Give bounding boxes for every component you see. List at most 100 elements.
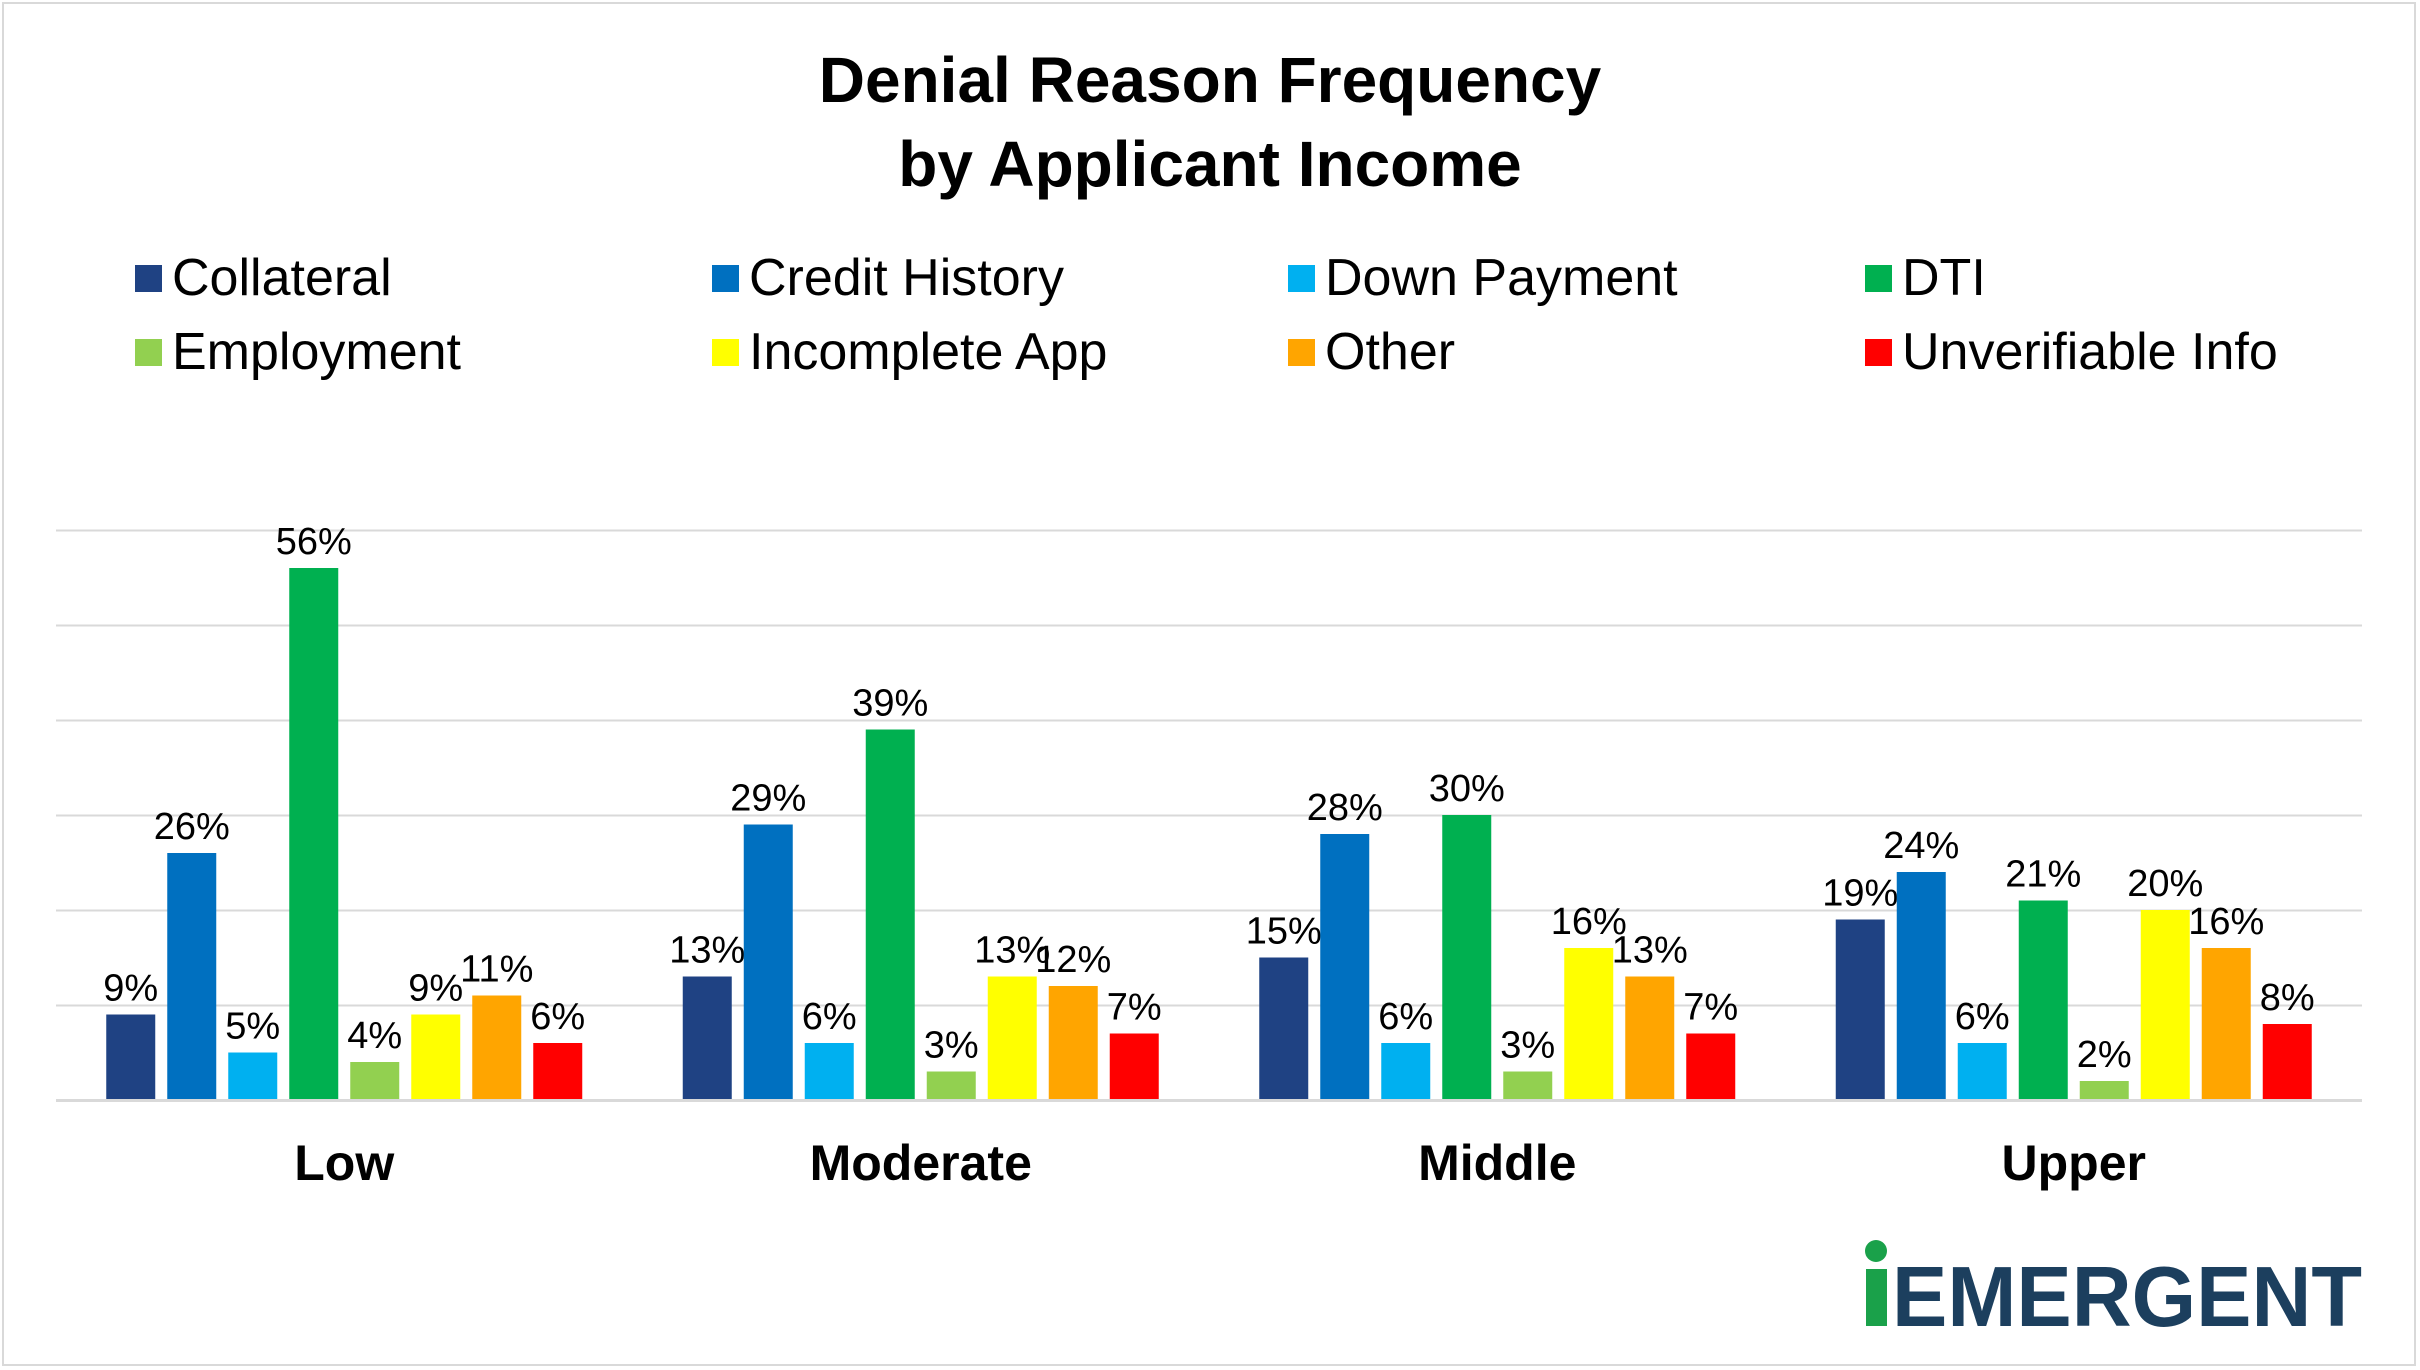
data-label: 6% bbox=[1955, 996, 2010, 1038]
bar-middle-collateral bbox=[1259, 957, 1309, 1100]
data-label: 7% bbox=[1107, 987, 1162, 1029]
data-label: 13% bbox=[974, 930, 1050, 972]
data-label: 7% bbox=[1683, 987, 1738, 1029]
bar-moderate-other bbox=[1048, 986, 1098, 1100]
bar-moderate-incomplete-app bbox=[987, 976, 1037, 1100]
legend-item-incomplete-app: Incomplete App bbox=[712, 322, 1107, 382]
bar-upper-employment bbox=[2079, 1081, 2129, 1100]
bar-middle-down-payment bbox=[1381, 1043, 1431, 1100]
data-label: 5% bbox=[225, 1006, 280, 1048]
legend-label: Unverifiable Info bbox=[1902, 323, 2278, 381]
legend-label: Credit History bbox=[749, 249, 1064, 307]
data-label: 6% bbox=[530, 996, 585, 1038]
bar-moderate-credit-history bbox=[743, 824, 793, 1100]
logo-wordmark: EMERGENT bbox=[1892, 1250, 2362, 1338]
logo-stem bbox=[1866, 1269, 1887, 1326]
data-label: 4% bbox=[347, 1015, 402, 1057]
bar-upper-other bbox=[2201, 948, 2251, 1100]
legend-swatch bbox=[135, 338, 162, 366]
data-label: 11% bbox=[460, 949, 533, 991]
data-label: 16% bbox=[1551, 901, 1627, 943]
bar-middle-other bbox=[1625, 976, 1675, 1100]
bar-moderate-collateral bbox=[682, 976, 732, 1100]
data-label: 13% bbox=[1612, 930, 1688, 972]
bar-upper-unverifiable-info bbox=[2262, 1024, 2312, 1100]
legend-item-collateral: Collateral bbox=[135, 248, 392, 308]
data-label: 21% bbox=[2005, 854, 2081, 896]
legend-swatch bbox=[135, 264, 162, 292]
data-label: 16% bbox=[2188, 901, 2264, 943]
legend-swatch bbox=[712, 338, 739, 366]
category-label-low: Low bbox=[294, 1135, 394, 1191]
data-label: 6% bbox=[802, 996, 857, 1038]
legend-label: Other bbox=[1325, 323, 1456, 381]
logo-dot bbox=[1865, 1240, 1887, 1262]
legend-item-down-payment: Down Payment bbox=[1288, 248, 1678, 308]
category-label-moderate: Moderate bbox=[810, 1135, 1032, 1191]
data-label: 24% bbox=[1883, 825, 1959, 867]
legend-item-unverifiable-info: Unverifiable Info bbox=[1865, 322, 2278, 382]
data-label: 39% bbox=[852, 683, 928, 725]
legend-label: Down Payment bbox=[1325, 249, 1678, 307]
bar-upper-collateral bbox=[1835, 919, 1885, 1100]
data-label: 9% bbox=[408, 968, 463, 1010]
bar-moderate-down-payment bbox=[804, 1043, 854, 1100]
legend-item-other: Other bbox=[1288, 322, 1455, 382]
legend-swatch bbox=[1288, 338, 1315, 366]
bar-low-dti bbox=[289, 568, 339, 1100]
category-label-upper: Upper bbox=[2002, 1135, 2146, 1191]
bar-middle-unverifiable-info bbox=[1686, 1033, 1736, 1100]
bar-low-other bbox=[472, 995, 522, 1100]
legend-swatch bbox=[1865, 338, 1892, 366]
legend-swatch bbox=[712, 264, 739, 292]
legend-swatch bbox=[1288, 264, 1315, 292]
category-label-middle: Middle bbox=[1418, 1135, 1576, 1191]
bar-moderate-unverifiable-info bbox=[1109, 1033, 1159, 1100]
bar-moderate-employment bbox=[926, 1071, 976, 1100]
legend-swatch bbox=[1865, 264, 1892, 292]
data-label: 28% bbox=[1307, 787, 1383, 829]
chart-title-line-1: Denial Reason Frequency bbox=[818, 44, 1602, 116]
data-label: 3% bbox=[924, 1025, 979, 1067]
bar-middle-credit-history bbox=[1320, 834, 1370, 1100]
bar-upper-credit-history bbox=[1896, 872, 1946, 1100]
legend-label: Collateral bbox=[172, 249, 392, 307]
bar-low-collateral bbox=[106, 1014, 156, 1100]
bar-upper-down-payment bbox=[1957, 1043, 2007, 1100]
bar-upper-incomplete-app bbox=[2140, 910, 2190, 1100]
data-label: 8% bbox=[2260, 977, 2315, 1019]
legend-label: Incomplete App bbox=[749, 323, 1108, 381]
legend-item-employment: Employment bbox=[135, 322, 461, 382]
bar-middle-employment bbox=[1503, 1071, 1553, 1100]
bar-low-incomplete-app bbox=[411, 1014, 461, 1100]
legend-item-dti: DTI bbox=[1865, 248, 1986, 308]
data-label: 20% bbox=[2127, 863, 2203, 905]
data-label: 2% bbox=[2077, 1034, 2132, 1076]
bar-upper-dti bbox=[2018, 900, 2068, 1100]
data-label: 56% bbox=[276, 521, 352, 563]
data-label: 9% bbox=[103, 968, 158, 1010]
bar-low-employment bbox=[350, 1062, 400, 1100]
bar-middle-dti bbox=[1442, 815, 1492, 1100]
data-label: 19% bbox=[1822, 873, 1898, 915]
data-label: 29% bbox=[730, 778, 806, 820]
chart-title: Denial Reason Frequency by Applicant Inc… bbox=[0, 38, 2420, 206]
bar-low-unverifiable-info bbox=[533, 1043, 583, 1100]
data-label: 6% bbox=[1378, 996, 1433, 1038]
bar-moderate-dti bbox=[865, 729, 915, 1100]
data-label: 13% bbox=[669, 930, 745, 972]
data-label: 15% bbox=[1246, 911, 1322, 953]
chart-title-line-2: by Applicant Income bbox=[898, 128, 1522, 200]
data-label: 3% bbox=[1500, 1025, 1555, 1067]
bar-middle-incomplete-app bbox=[1564, 948, 1614, 1100]
data-label: 26% bbox=[154, 806, 230, 848]
legend-label: DTI bbox=[1902, 249, 1986, 307]
bar-low-credit-history bbox=[167, 853, 217, 1100]
legend-label: Employment bbox=[172, 323, 461, 381]
legend-item-credit-history: Credit History bbox=[712, 248, 1064, 308]
bar-low-down-payment bbox=[228, 1052, 278, 1100]
data-label: 30% bbox=[1429, 768, 1505, 810]
iemergent-logo: EMERGENT bbox=[1865, 1240, 2362, 1338]
